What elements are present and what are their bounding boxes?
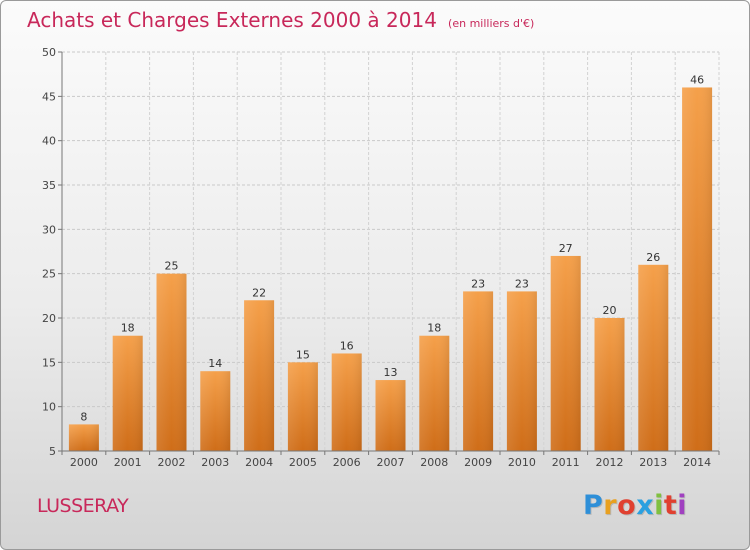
bar-value-label: 14 (208, 357, 222, 370)
logo-letter: x (636, 490, 655, 521)
x-tick-label: 2010 (508, 456, 536, 469)
logo-letter: P (583, 490, 604, 521)
bar-shading (200, 371, 231, 451)
bar-shading (506, 291, 537, 451)
x-tick-label: 2000 (70, 456, 98, 469)
bars: 8 18 25 14 22 15 16 13 18 23 23 27 20 26 46 (68, 73, 713, 451)
y-tick-label: 25 (42, 268, 56, 281)
bar-shading (550, 255, 581, 451)
bar-value-label: 18 (121, 322, 135, 335)
x-tick-label: 2006 (333, 456, 361, 469)
chart-title-block: Achats et Charges Externes 2000 à 2014 (… (27, 8, 534, 32)
bar-shading (682, 87, 713, 451)
y-tick-label: 20 (42, 312, 56, 325)
y-tick-label: 50 (42, 46, 56, 59)
x-tick-label: 2005 (289, 456, 317, 469)
bar-value-label: 15 (296, 348, 310, 361)
y-tick-label: 35 (42, 179, 56, 192)
bar-value-label: 18 (427, 322, 441, 335)
bar-value-label: 20 (603, 304, 617, 317)
logo-letter: r (603, 490, 618, 521)
y-tick-label: 30 (42, 223, 56, 236)
y-tick-label: 10 (42, 401, 56, 414)
bar-shading (156, 273, 187, 451)
bar-shading (112, 335, 143, 451)
x-tick-label: 2007 (377, 456, 405, 469)
y-tick-label: 15 (42, 356, 56, 369)
logo-letter: i (677, 490, 688, 521)
bar-value-label: 23 (471, 277, 485, 290)
bar-shading (375, 380, 406, 451)
bar-value-label: 46 (690, 73, 704, 86)
x-tick-label: 2012 (596, 456, 624, 469)
x-tick-label: 2014 (683, 456, 711, 469)
bar-value-label: 22 (252, 286, 266, 299)
commune-name: LUSSERAY (37, 495, 129, 517)
bar-value-label: 23 (515, 277, 529, 290)
bar-value-label: 13 (384, 366, 398, 379)
bar-shading (638, 264, 669, 451)
bar-value-label: 8 (80, 410, 87, 423)
x-tick-label: 2011 (552, 456, 580, 469)
grid-lines (62, 51, 720, 451)
chart-title: Achats et Charges Externes 2000 à 2014 (27, 8, 437, 32)
proxiti-logo: Proxiti (583, 490, 687, 521)
bar-shading (594, 318, 625, 451)
y-tick-label: 40 (42, 135, 56, 148)
x-tick-label: 2003 (201, 456, 229, 469)
bar-shading (287, 362, 318, 451)
x-tick-label: 2013 (639, 456, 667, 469)
axes: 5 10 15 20 25 30 35 40 45 50 2000 2001 2002 2003 2004 2… (42, 46, 720, 469)
bar-value-label: 26 (646, 251, 660, 264)
y-tick-label: 45 (42, 90, 56, 103)
y-tick-label: 5 (49, 445, 56, 458)
x-tick-label: 2008 (420, 456, 448, 469)
logo-letter: o (617, 490, 637, 521)
bar-value-label: 25 (165, 260, 179, 273)
bar-shading (463, 291, 494, 451)
bar-value-label: 27 (559, 242, 573, 255)
bar-value-label: 16 (340, 339, 354, 352)
chart-subtitle: (en milliers d'€) (448, 17, 535, 30)
logo-letter: t (663, 490, 678, 521)
bar-shading (331, 353, 362, 451)
bar-shading (68, 424, 99, 451)
x-tick-label: 2002 (158, 456, 186, 469)
x-tick-label: 2001 (114, 456, 142, 469)
x-tick-label: 2004 (245, 456, 273, 469)
bar-shading (419, 335, 450, 451)
logo-letter: i (654, 490, 664, 521)
x-tick-label: 2009 (464, 456, 492, 469)
bar-shading (244, 300, 275, 451)
